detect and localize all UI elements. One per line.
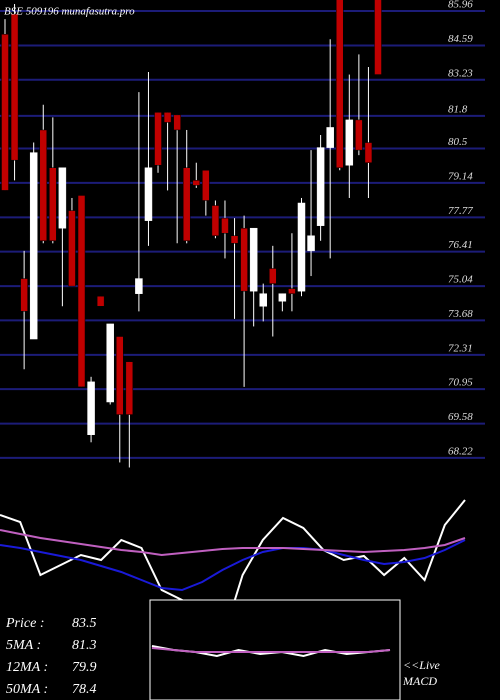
- candle-body: [10, 13, 19, 161]
- candle-body: [307, 235, 315, 252]
- stat-value: 81.3: [72, 638, 97, 653]
- chart-title: BSE 509196 munafasutra.pro: [4, 6, 135, 18]
- candle-body: [68, 210, 76, 287]
- y-tick-label: 73.68: [448, 308, 473, 320]
- candle-body: [345, 119, 354, 166]
- candle-body: [154, 112, 162, 166]
- y-tick-label: 84.59: [448, 33, 473, 45]
- candle-body: [116, 336, 124, 415]
- candle-body: [221, 217, 229, 234]
- candle-body: [211, 205, 220, 237]
- candle-body: [230, 235, 239, 244]
- candle-body: [58, 167, 67, 229]
- candle-body: [240, 227, 248, 292]
- candle-body: [39, 129, 48, 242]
- stat-label: 50MA :: [6, 682, 48, 697]
- candle-body: [1, 34, 9, 191]
- y-tick-label: 69.58: [448, 411, 473, 423]
- candle-body: [173, 114, 181, 131]
- stats: Price : 83.5 5MA : 81.3 12MA : 79.9 50MA : 78.4: [5, 616, 97, 697]
- candle-body: [202, 170, 210, 201]
- candle-body: [316, 147, 325, 226]
- candle-body: [20, 278, 28, 312]
- candle-body: [49, 167, 57, 242]
- candle-body: [163, 112, 172, 123]
- y-tick-label: 83.23: [448, 67, 473, 79]
- macd-panel: [151, 645, 391, 658]
- y-tick-label: 79.14: [448, 170, 473, 182]
- candle-body: [364, 142, 373, 163]
- stat-value: 83.5: [72, 616, 97, 631]
- indicator-line: [0, 529, 466, 557]
- y-tick-label: 70.95: [448, 377, 473, 389]
- candle-body: [87, 381, 95, 435]
- y-tick-label: 68.22: [448, 445, 473, 457]
- y-tick-label: 80.5: [448, 136, 468, 148]
- candle-body: [297, 202, 306, 292]
- candle-body: [106, 323, 114, 403]
- candle-body: [335, 0, 344, 168]
- candle-body: [278, 293, 287, 302]
- y-tick-label: 81.8: [448, 103, 468, 115]
- price-panel: 85.96 84.59 83.23 81.8 80.5 79.14 77.77 76.41 75…: [0, 0, 485, 468]
- candle-body: [144, 167, 153, 221]
- stat-value: 78.4: [72, 682, 97, 697]
- stat-label: Price :: [5, 616, 44, 631]
- candle-body: [326, 127, 334, 148]
- stat-value: 79.9: [72, 660, 97, 675]
- candle-body: [249, 227, 258, 292]
- indicator-line: [0, 539, 466, 592]
- macd-box: [149, 599, 401, 700]
- stat-label: 5MA :: [6, 638, 41, 653]
- candle-body: [355, 119, 363, 151]
- candle-body: [96, 295, 105, 307]
- y-tick-label: 77.77: [448, 205, 473, 217]
- indicator-line: [151, 647, 391, 653]
- annotation: <<Live: [403, 658, 441, 672]
- candle-body: [135, 278, 143, 294]
- candle-body: [192, 180, 201, 186]
- candle-body: [125, 361, 134, 415]
- candle-body: [288, 288, 296, 294]
- y-tick-label: 85.96: [448, 0, 473, 11]
- annotation: MACD: [402, 674, 437, 688]
- y-tick-label: 75.04: [448, 274, 473, 286]
- candle-body: [182, 167, 191, 242]
- candle-body: [29, 152, 38, 340]
- candle-body: [259, 293, 267, 307]
- y-tick-label: 72.31: [448, 342, 473, 354]
- y-tick-label: 76.41: [448, 239, 473, 251]
- candle-body: [269, 268, 277, 284]
- candle-body: [77, 195, 86, 388]
- stat-label: 12MA :: [6, 660, 48, 675]
- candle-body: [374, 0, 382, 75]
